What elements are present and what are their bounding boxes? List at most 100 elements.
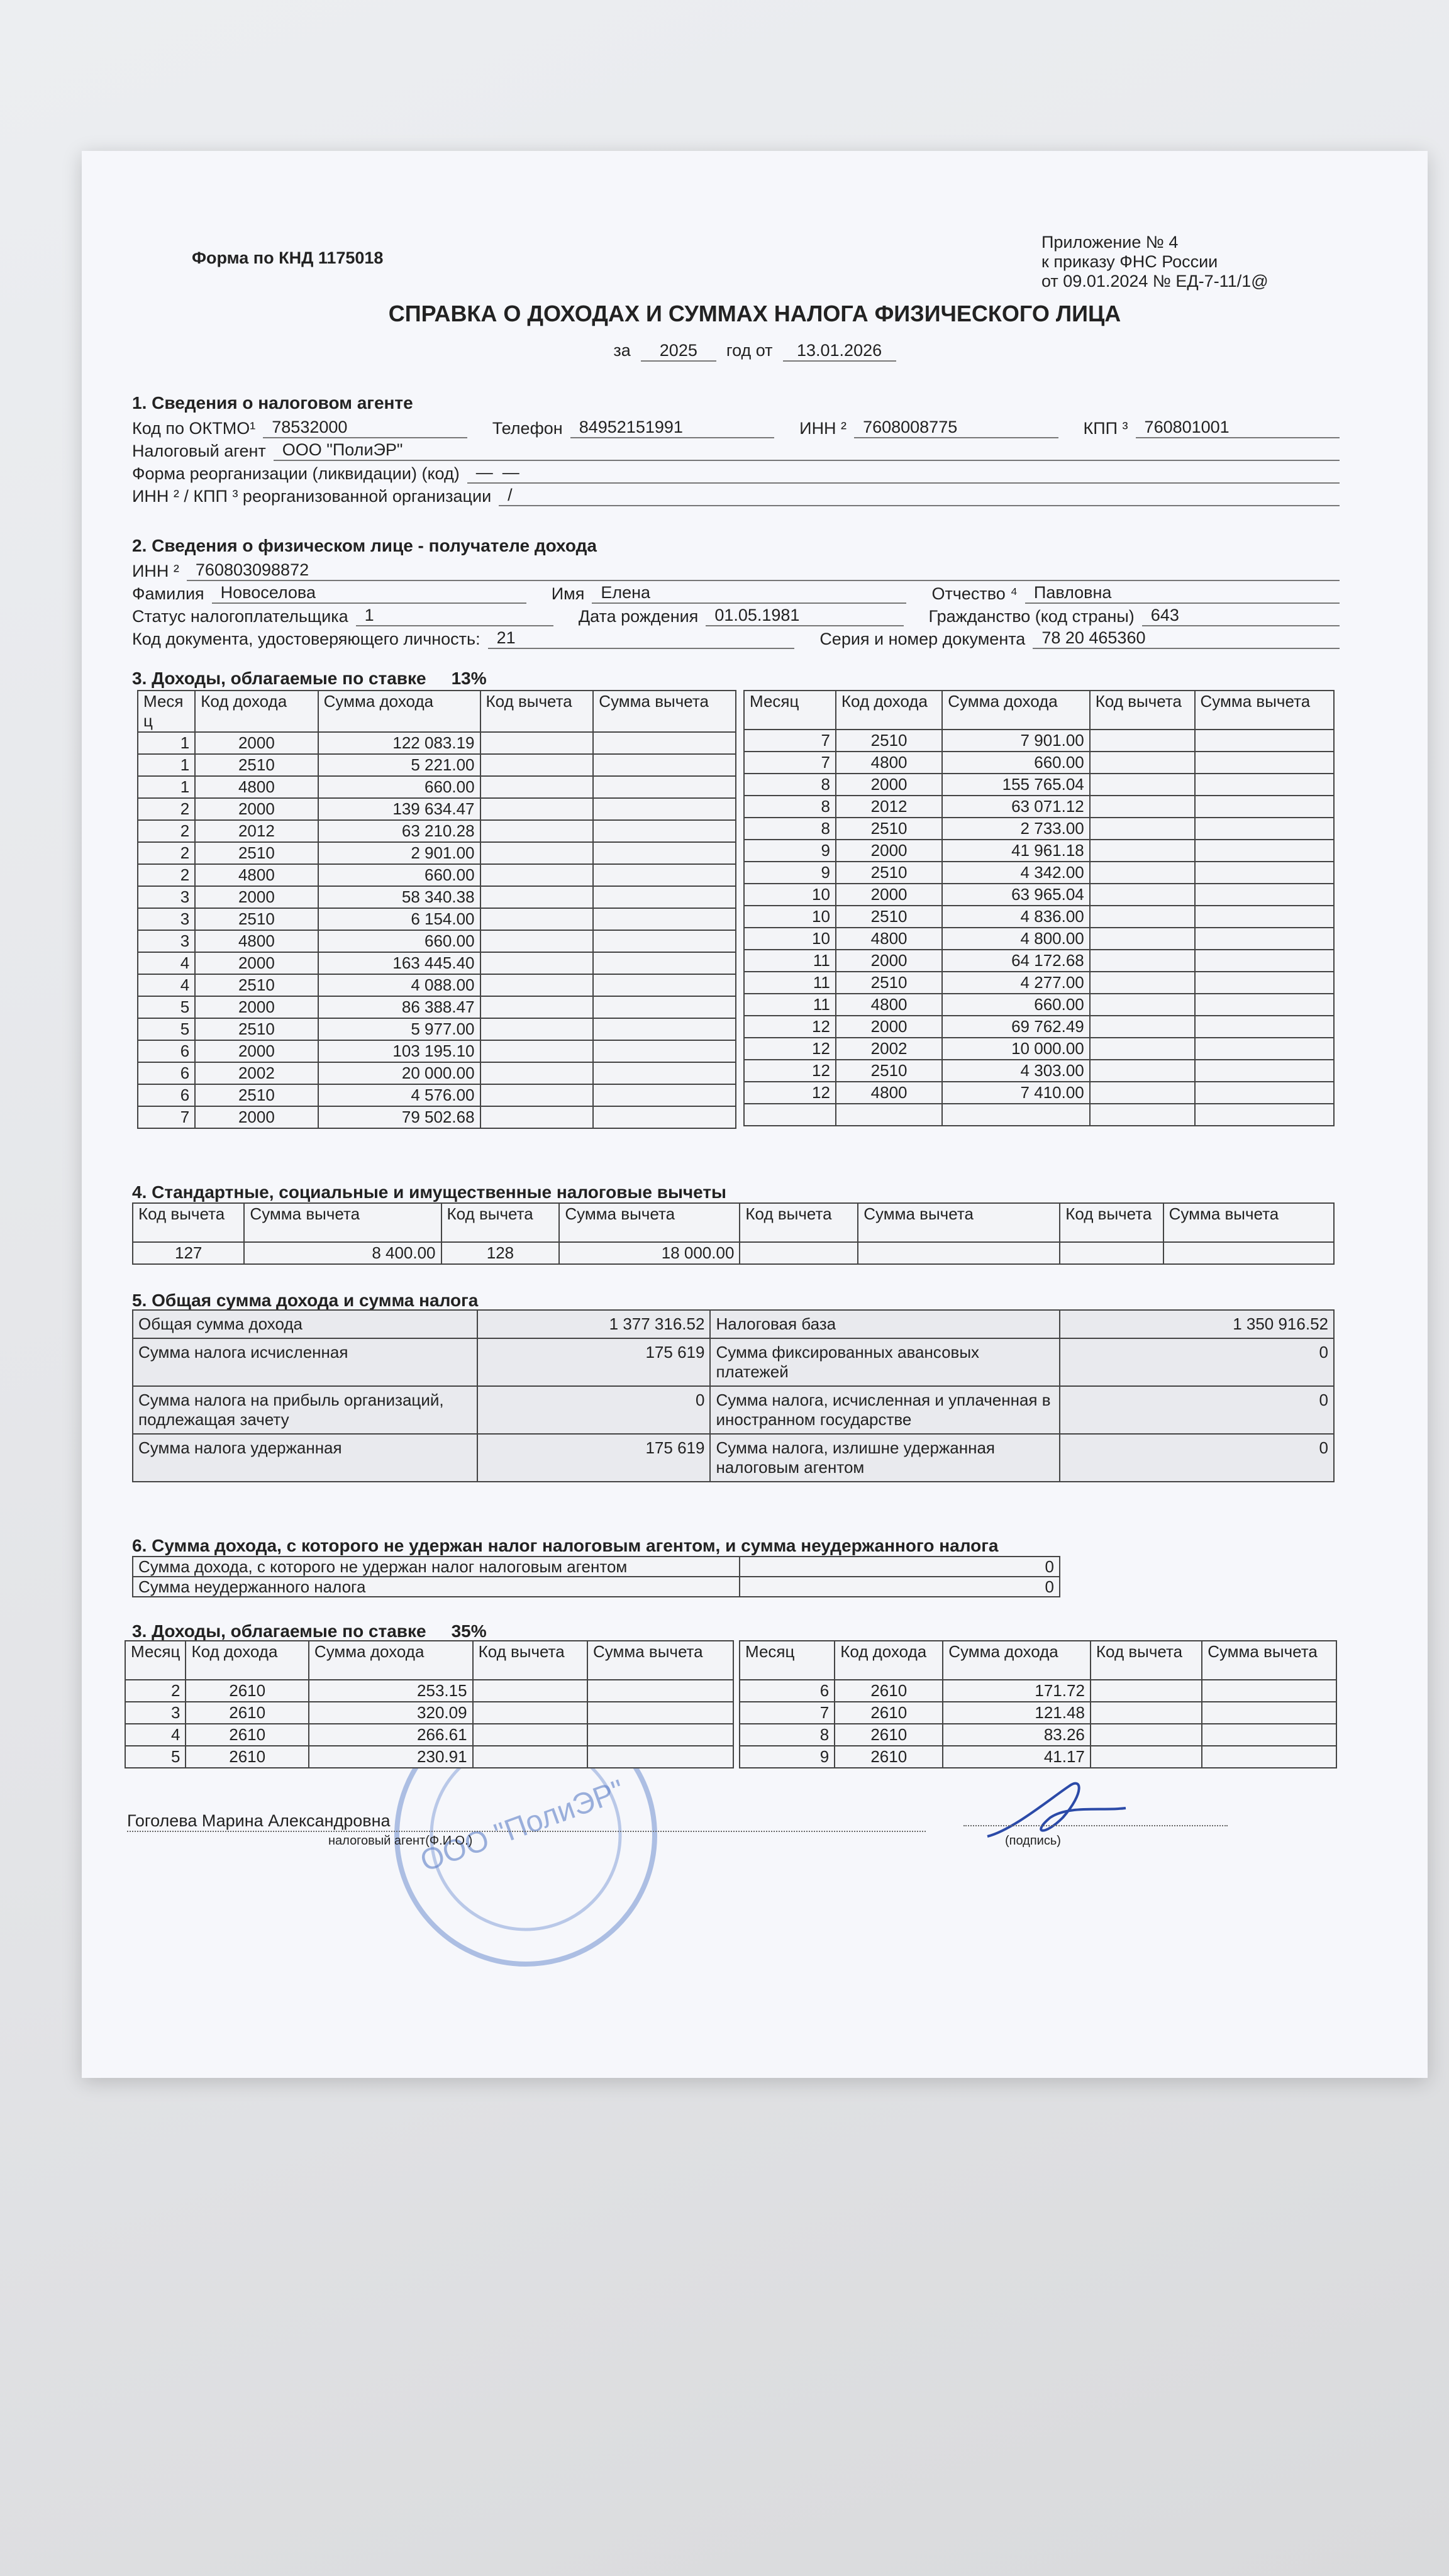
row: 12 2000 69 762.49 [743, 1015, 1335, 1038]
section: 4. Стандартные, социальные и имущественн… [131, 1182, 1340, 1265]
empty-cell [743, 1103, 836, 1126]
empty-cell [479, 886, 594, 909]
cell: 2000 [835, 773, 943, 796]
row: 12 4800 7 410.00 [743, 1081, 1335, 1104]
empty-cell [1201, 1745, 1337, 1768]
cell: 3 [136, 886, 196, 909]
cell: 2510 [194, 841, 319, 865]
section: 5. Общая сумма дохода и сумма налога Обща… [132, 1291, 1340, 1482]
empty-cell [592, 1062, 736, 1085]
cell: 1 350 916.52 [1059, 1309, 1335, 1339]
table: Сумма дохода, с которого не удержан нало… [131, 1556, 1060, 1597]
empty-cell [1089, 861, 1196, 884]
cell: 12 [743, 1037, 836, 1060]
row: 1 2000 122 083.19 [136, 731, 736, 755]
cell: 5 221.00 [317, 753, 481, 777]
cell: 0 [1059, 1385, 1335, 1435]
empty-cell [592, 819, 736, 843]
cell: 2610 [834, 1679, 944, 1702]
cell: 171.72 [942, 1679, 1091, 1702]
cell: 175 619 [476, 1433, 711, 1482]
empty-cell [479, 775, 594, 799]
cell: 2610 [834, 1745, 944, 1768]
cell: 4800 [835, 993, 943, 1016]
empty-cell [1194, 1081, 1335, 1104]
cell: 4800 [194, 930, 319, 953]
cell: 2012 [194, 819, 319, 843]
section-title: 6. Сумма дохода, с которого не удержан н… [132, 1536, 999, 1555]
row: 11 2000 64 172.68 [743, 949, 1335, 972]
empty-cell [1194, 883, 1335, 906]
cell: Сумма налога исчисленная [132, 1338, 478, 1387]
empty-cell [479, 1106, 594, 1129]
cell: 7 410.00 [941, 1081, 1091, 1104]
tax-rate: 13% [451, 669, 487, 688]
cell: 320.09 [308, 1701, 474, 1724]
row: 6 2000 103 195.10 [136, 1040, 736, 1063]
cell: 2 [136, 797, 196, 821]
cell: 6 [136, 1084, 196, 1107]
cell: 7 [136, 1106, 196, 1129]
header-cell: Сумма вычета [857, 1202, 1061, 1243]
row: 6 2002 20 000.00 [136, 1062, 736, 1085]
empty-cell [1194, 817, 1335, 840]
row: 7 2000 79 502.68 [136, 1106, 736, 1129]
header-cell: Код дохода [185, 1640, 309, 1680]
field-label: Серия и номер документа [819, 630, 1026, 648]
row: 3 2610 320.09 [124, 1701, 734, 1724]
field-row: Фамилия Новоселова Имя Елена Отчество ⁴ Павло… [132, 581, 1340, 604]
cell: 2000 [194, 797, 319, 821]
row: 5 2000 86 388.47 [136, 996, 736, 1019]
row: 7 2510 7 901.00 [743, 729, 1335, 752]
table: Месяц Код дохода Сумма дохода Код вычета Сум… [743, 690, 1335, 1126]
cell: 2000 [835, 883, 943, 906]
cell: 63 965.04 [941, 883, 1091, 906]
row: 2 2610 253.15 [124, 1679, 734, 1702]
section: 2. Сведения о физическом лице - получате… [132, 536, 1340, 649]
cell: 5 [136, 1018, 196, 1041]
field-label: Отчество ⁴ [931, 584, 1018, 603]
header-row: Месяц Код дохода Сумма дохода Код вычета Сум… [136, 690, 736, 733]
header-cell: Код вычета [1089, 690, 1196, 730]
footer: Гоголева Марина Александровна [127, 1806, 1291, 1832]
row: 4 2510 4 088.00 [136, 974, 736, 997]
row: 3 2000 58 340.38 [136, 886, 736, 909]
empty-cell [479, 1084, 594, 1107]
appendix-line: к приказу ФНС России [1041, 252, 1218, 271]
row: 8 2000 155 765.04 [743, 773, 1335, 796]
empty-cell [592, 952, 736, 975]
cell: 0 [476, 1385, 711, 1435]
cell: 103 195.10 [317, 1040, 481, 1063]
cell: 253.15 [308, 1679, 474, 1702]
tax-rate: 35% [451, 1621, 487, 1641]
cell: 2000 [194, 952, 319, 975]
cell: 9 [743, 861, 836, 884]
field-label: Имя [551, 584, 585, 603]
cell: Налоговая база [709, 1309, 1061, 1339]
cell: 4800 [194, 863, 319, 887]
empty-cell [1089, 795, 1196, 818]
document: ООО "ПолиЭР" Форма по КНД 1175018 Приложе… [82, 151, 1428, 2078]
empty-cell [592, 1106, 736, 1129]
empty-cell [479, 1018, 594, 1041]
row: 9 2000 41 961.18 [743, 839, 1335, 862]
cell: 127 [131, 1241, 245, 1265]
row: 2 2012 63 210.28 [136, 819, 736, 843]
cell: 4 342.00 [941, 861, 1091, 884]
cell: 2000 [194, 731, 319, 755]
date: 13.01.2026 [782, 341, 896, 362]
cell: 660.00 [317, 863, 481, 887]
row: 2 4800 660.00 [136, 863, 736, 887]
row: 1 4800 660.00 [136, 775, 736, 799]
cell: 2510 [835, 1059, 943, 1082]
for-label: за [613, 341, 631, 360]
year: 2025 [640, 341, 716, 362]
cell: 6 [136, 1062, 196, 1085]
empty-cell [479, 841, 594, 865]
empty-cell [1089, 1037, 1196, 1060]
cell: 64 172.68 [941, 949, 1091, 972]
row: 10 2000 63 965.04 [743, 883, 1335, 906]
cell: 6 [136, 1040, 196, 1063]
empty-cell [472, 1745, 589, 1768]
header-cell: Сумма вычета [1162, 1202, 1335, 1243]
